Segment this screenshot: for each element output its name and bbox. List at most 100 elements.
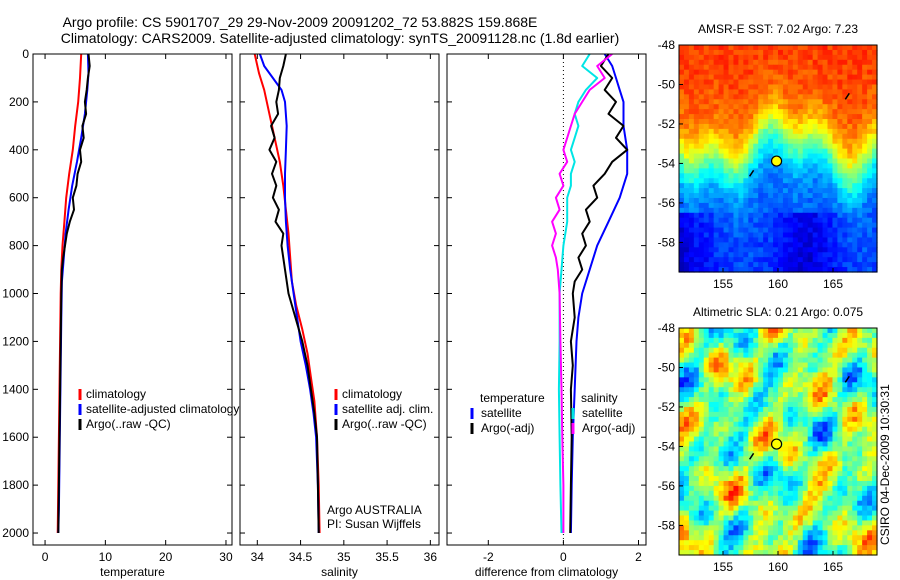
sst_map-cell [743,143,749,150]
sla_map-cell [679,471,685,477]
sst_map-cell [787,138,794,145]
sla_map-cell [812,342,819,349]
sla_map-cell [713,540,720,546]
sla_map-cell [822,476,829,482]
sst_map-cell [708,257,715,263]
sla_map-cell [763,461,769,467]
sst_map-cell [847,207,853,214]
sla_map-cell [679,456,685,462]
salinity-x-tick-label: 34 [251,550,265,564]
sst_map-cell [758,45,764,51]
sst_map-cell [832,94,838,100]
sla_map-cell [827,382,834,388]
sst_map-cell [862,262,868,268]
sst_map-x-tick-label: 155 [713,277,733,291]
sst_map-cell [792,148,799,155]
sst_map-cell [857,84,863,91]
sst_map-cell [683,202,690,209]
sst_map-cell [713,143,720,150]
sst_map-cell [778,207,784,214]
sst_map-cell [847,252,853,258]
sst_map-cell [743,94,749,100]
sst_map-cell [802,64,809,71]
sla_map-cell [748,490,754,497]
sla_map-cell [832,392,838,398]
sst_map-cell [688,168,695,174]
sst_map-cell [763,133,769,140]
sst_map-cell [792,45,799,51]
sst_map-cell [693,123,700,130]
sst_map-cell [728,45,735,51]
sla_map-cell [792,328,799,334]
sst_map-cell [827,193,834,199]
sla_map-cell [782,328,789,334]
sst_map-cell [847,197,853,204]
sla_map-cell [867,476,873,482]
sla_map-cell [852,406,858,413]
sst_map-cell [768,133,774,140]
sla_map-cell [743,416,749,423]
sst_map-cell [728,227,735,234]
sla_map-cell [782,540,789,546]
sst_map-cell [787,153,794,160]
sla_map-cell [748,476,754,482]
sla_map-cell [862,416,868,423]
sst_map-cell [792,143,799,150]
sst_map-cell [708,222,715,229]
sst_map-cell [817,232,824,239]
sla_map-cell [852,466,858,472]
sla_map-cell [842,446,848,452]
sla_map-cell [763,480,769,487]
sst_map-cell [773,119,779,125]
sla_map-cell [718,505,725,512]
sla_map-cell [787,406,794,413]
sla_map-cell [748,342,754,349]
sla_map-cell [688,382,695,388]
sla_map-cell [708,416,715,423]
sst_map-cell [708,99,715,105]
sst_map-cell [683,143,690,150]
sst_map-cell [872,173,878,179]
sst_map-cell [743,212,749,219]
sla_map-cell [837,362,843,369]
sst_map-cell [867,148,873,155]
sst_map-cell [802,252,809,258]
sla_map-cell [812,392,819,398]
sla_map-cell [728,446,735,452]
sla_map-cell [778,406,784,413]
sla_map-cell [733,402,739,408]
sst_map-cell [773,183,779,189]
sla_map-cell [683,515,690,522]
sla_map-cell [718,421,725,428]
sla_map-cell [782,441,789,448]
salinity-x-tick-label: 36 [424,550,438,564]
sla_map-cell [738,406,744,413]
sla_map-cell [753,490,759,497]
sla_map-cell [832,416,838,423]
sla_map-cell [797,456,804,462]
sst_map-cell [728,99,735,105]
sst_map-cell [802,109,809,115]
sla_map-cell [743,495,749,502]
sst_map-cell [718,74,725,81]
sla_map-cell [703,520,710,526]
sst_map-cell [782,227,789,234]
sla_map-cell [713,431,720,438]
sla_map-cell [778,347,784,354]
sst_map-cell [822,237,829,243]
sla_map-cell [827,421,834,428]
sst_map-cell [773,74,779,81]
sla_map-cell [842,332,848,339]
sst_map-cell [728,138,735,145]
sla_map-cell [842,530,848,536]
sla_map-cell [738,362,744,369]
sla_map-cell [718,485,725,492]
sst_map-cell [698,173,705,179]
sla_map-cell [748,362,754,369]
sst_map-cell [807,163,814,169]
sla_map-cell [733,392,739,398]
sla_map-cell [847,387,853,393]
sst_map-cell [842,262,848,268]
sla_map-cell [812,550,819,556]
sst_map-cell [768,109,774,115]
